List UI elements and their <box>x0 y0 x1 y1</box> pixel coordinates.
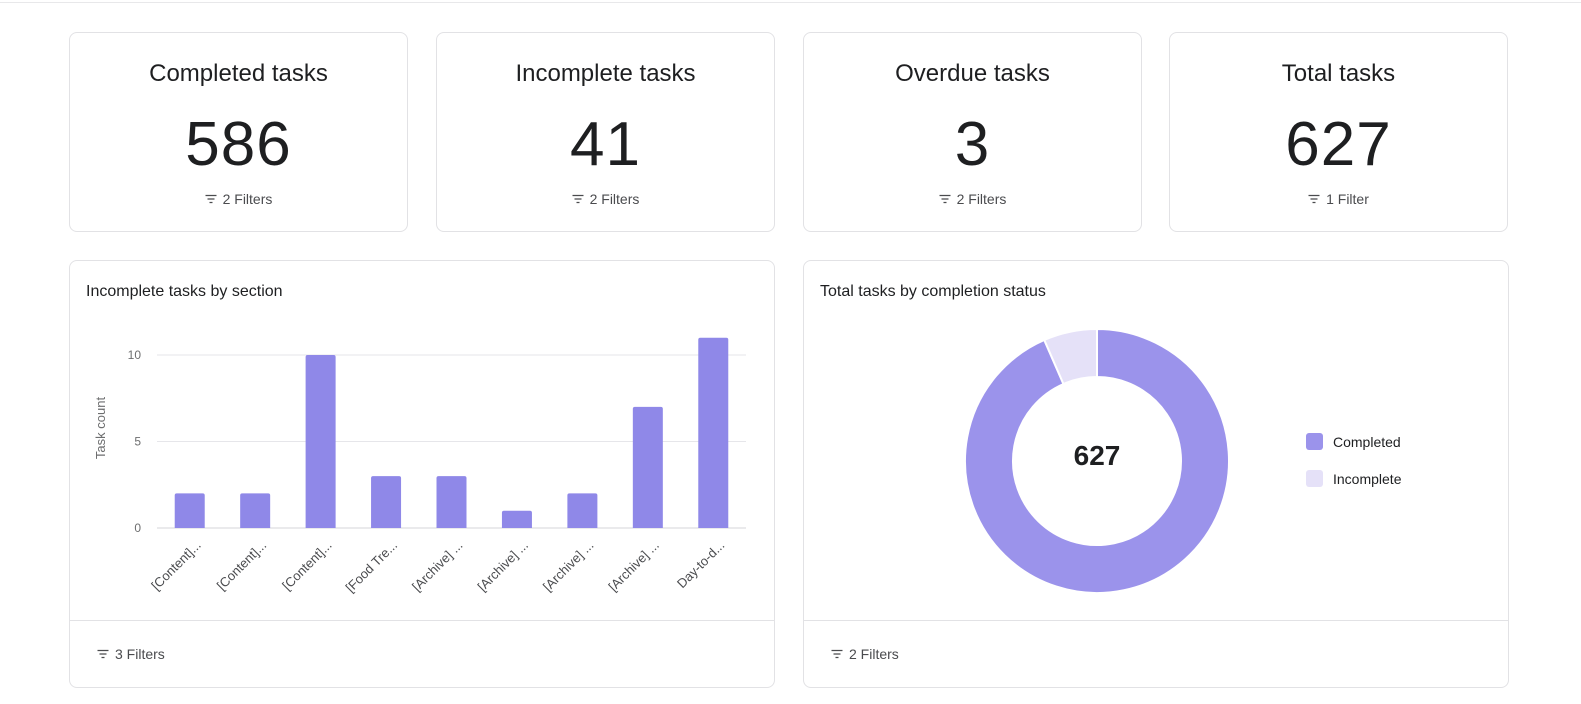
donut-legend: Completed Incomplete <box>1306 432 1401 506</box>
stat-card-incomplete[interactable]: Incomplete tasks 41 2 Filters <box>436 32 775 232</box>
panel-title: Total tasks by completion status <box>820 283 1046 300</box>
legend-item-incomplete[interactable]: Incomplete <box>1306 469 1401 488</box>
legend-item-completed[interactable]: Completed <box>1306 432 1401 451</box>
filters-label: 3 Filters <box>115 646 165 662</box>
stat-title: Overdue tasks <box>895 60 1050 87</box>
legend-swatch-incomplete <box>1306 470 1323 487</box>
stat-title: Incomplete tasks <box>515 60 696 87</box>
filter-icon <box>205 194 217 204</box>
filter-icon <box>572 194 584 204</box>
stat-card-overdue[interactable]: Overdue tasks 3 2 Filters <box>803 32 1142 232</box>
stat-value: 627 <box>1285 110 1392 179</box>
filters-button[interactable]: 2 Filters <box>437 191 774 207</box>
filters-button[interactable]: 3 Filters <box>97 646 165 662</box>
legend-swatch-completed <box>1306 433 1323 450</box>
filters-button[interactable]: 1 Filter <box>1170 191 1507 207</box>
stat-value: 586 <box>185 110 292 179</box>
bar-chart-panel[interactable]: Incomplete tasks by section 3 Filters <box>69 260 775 688</box>
filters-button[interactable]: 2 Filters <box>804 191 1141 207</box>
stat-title: Total tasks <box>1281 60 1396 87</box>
filters-label: 2 Filters <box>589 191 640 207</box>
donut-chart-panel[interactable]: Total tasks by completion status 2 Filte… <box>803 260 1509 688</box>
stat-value: 3 <box>954 110 991 179</box>
filter-icon <box>97 649 109 659</box>
filter-icon <box>831 649 843 659</box>
stat-card-total[interactable]: Total tasks 627 1 Filter <box>1169 32 1508 232</box>
stat-title: Completed tasks <box>149 60 328 87</box>
filter-icon <box>939 194 951 204</box>
legend-label: Incomplete <box>1333 470 1402 487</box>
top-divider <box>0 2 1581 3</box>
filters-label: 1 Filter <box>1326 191 1369 207</box>
panel-footer: 2 Filters <box>804 620 1508 687</box>
filters-button[interactable]: 2 Filters <box>70 191 407 207</box>
donut-center-total: 627 <box>1073 440 1121 471</box>
filters-label: 2 Filters <box>956 191 1007 207</box>
stat-card-completed[interactable]: Completed tasks 586 2 Filters <box>69 32 408 232</box>
panel-footer: 3 Filters <box>70 620 774 687</box>
filters-label: 2 Filters <box>222 191 273 207</box>
legend-label: Completed <box>1333 433 1401 450</box>
filter-icon <box>1308 194 1320 204</box>
filters-label: 2 Filters <box>849 646 899 662</box>
filters-button[interactable]: 2 Filters <box>831 646 899 662</box>
panel-title: Incomplete tasks by section <box>86 283 283 300</box>
stat-value: 41 <box>570 110 641 179</box>
